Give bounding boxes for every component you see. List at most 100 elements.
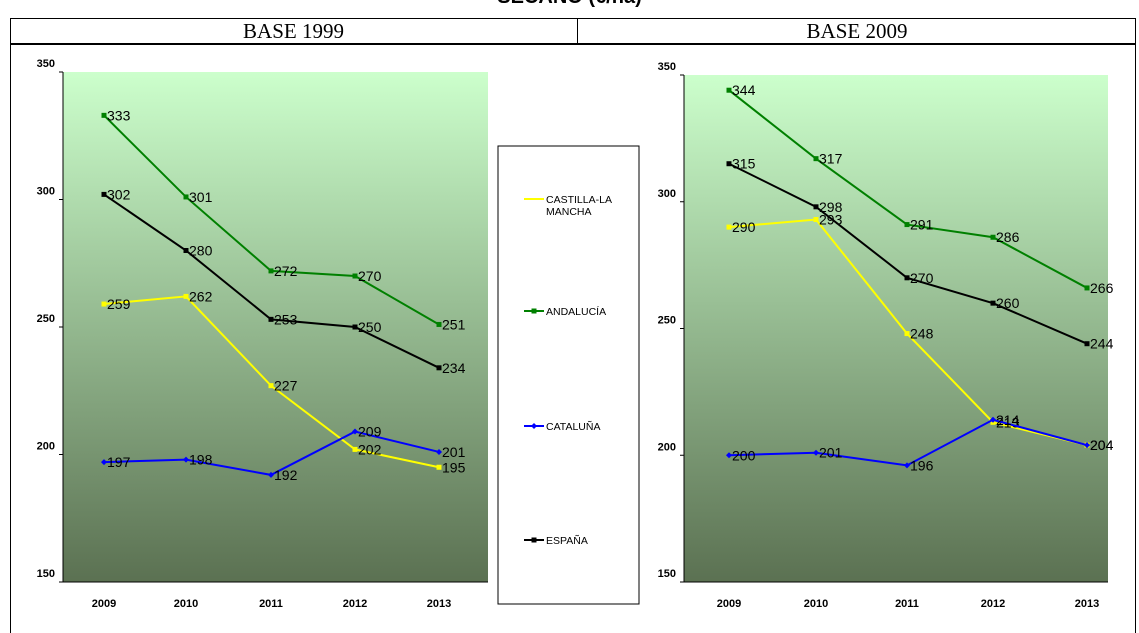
data-point <box>813 216 819 222</box>
data-label: 201 <box>442 444 466 460</box>
legend-box <box>497 145 640 605</box>
y-tick-label: 300 <box>37 186 55 198</box>
data-point <box>1084 285 1090 291</box>
chart-title: SECANO (€/ha) <box>0 0 1139 9</box>
data-point <box>183 293 189 299</box>
y-tick-label: 150 <box>37 568 55 580</box>
data-label: 227 <box>274 378 298 394</box>
legend-marker <box>531 423 537 429</box>
data-point <box>101 191 107 197</box>
x-tick-label: 2013 <box>1075 598 1099 610</box>
data-point <box>813 156 819 162</box>
data-point <box>268 471 274 478</box>
y-tick-label: 150 <box>658 568 676 580</box>
data-point <box>1084 442 1090 449</box>
data-point <box>183 248 189 253</box>
legend-marker <box>531 308 537 314</box>
data-label: 197 <box>107 454 131 470</box>
data-label: 196 <box>910 457 934 473</box>
y-tick-label: 350 <box>37 58 55 70</box>
series-andalucia: 344 317 291 286 266 <box>726 82 1114 296</box>
data-label: 204 <box>1090 437 1114 453</box>
data-point <box>101 301 107 307</box>
legend-label: CASTILLA-LA <box>546 194 612 206</box>
legend-label: CATALUÑA <box>546 420 600 433</box>
x-tick-label: 2010 <box>804 598 828 610</box>
data-label: 280 <box>189 243 213 259</box>
legend-item-espana: ESPAÑA <box>524 534 588 547</box>
legend-label: MANCHA <box>546 206 592 218</box>
data-point <box>183 194 189 200</box>
data-label: 200 <box>732 447 756 463</box>
data-label: 290 <box>732 219 756 235</box>
data-label: 198 <box>189 452 213 468</box>
data-point <box>436 321 442 327</box>
data-label: 195 <box>442 459 466 475</box>
x-tick-label: 2012 <box>343 598 367 610</box>
data-point <box>726 161 732 167</box>
x-tick-label: 2011 <box>259 598 283 610</box>
data-point <box>813 204 819 210</box>
data-label: 201 <box>819 445 843 461</box>
data-point <box>101 459 107 466</box>
legend-item-andalucia: ANDALUCÍA <box>524 305 606 318</box>
data-label: 266 <box>1090 280 1114 296</box>
data-label: 234 <box>442 360 466 376</box>
data-label: 317 <box>819 151 843 167</box>
data-point <box>352 428 358 435</box>
y-tick-label: 250 <box>37 313 55 325</box>
data-label: 344 <box>732 82 756 98</box>
data-point <box>990 416 996 423</box>
data-point <box>904 331 910 337</box>
y-tick-label: 300 <box>658 188 676 200</box>
data-point <box>726 452 732 459</box>
data-point <box>101 112 107 118</box>
legend-label: ANDALUCÍA <box>546 305 606 318</box>
data-label: 315 <box>732 156 756 172</box>
series-cataluna: 200 201 196 214 204 <box>726 412 1114 473</box>
data-point <box>990 300 996 306</box>
series-andalucia: 333 301 272 270 251 <box>101 107 466 332</box>
data-point <box>904 462 910 469</box>
legend-item-cataluna: CATALUÑA <box>524 420 600 433</box>
plot-area <box>684 75 1108 582</box>
data-label: 253 <box>274 311 298 327</box>
data-point <box>904 222 910 228</box>
data-label: 333 <box>107 107 131 123</box>
series-espana: 302 280 253 250 234 <box>101 186 466 376</box>
series-espana: 315 298 270 260 244 <box>726 156 1114 352</box>
y-tick-label: 200 <box>658 441 676 453</box>
x-tick-label: 2010 <box>174 598 198 610</box>
data-label: 204 <box>1090 437 1114 453</box>
data-label: 214 <box>996 412 1020 428</box>
data-label: 291 <box>910 217 934 233</box>
data-point <box>352 273 358 279</box>
x-tick-label: 2012 <box>981 598 1005 610</box>
data-label: 298 <box>819 199 843 215</box>
data-label: 251 <box>442 316 466 332</box>
panel-header-base-1999: BASE 1999 <box>10 18 578 45</box>
data-label: 259 <box>107 296 131 312</box>
data-label: 202 <box>358 441 382 457</box>
data-point <box>904 275 910 281</box>
data-label: 260 <box>996 295 1020 311</box>
data-point <box>352 446 358 452</box>
data-point <box>352 324 358 330</box>
data-point <box>726 224 732 230</box>
y-tick-label: 350 <box>658 61 676 73</box>
data-label: 272 <box>274 263 298 279</box>
data-point <box>183 456 189 463</box>
data-point <box>268 316 274 322</box>
x-tick-label: 2011 <box>895 598 919 610</box>
plot-area <box>63 72 488 582</box>
x-tick-label: 2013 <box>427 598 451 610</box>
data-point <box>990 234 996 240</box>
y-tick-label: 250 <box>658 315 676 327</box>
data-point <box>436 448 442 455</box>
legend-label: ESPAÑA <box>546 534 588 547</box>
data-label: 270 <box>910 270 934 286</box>
